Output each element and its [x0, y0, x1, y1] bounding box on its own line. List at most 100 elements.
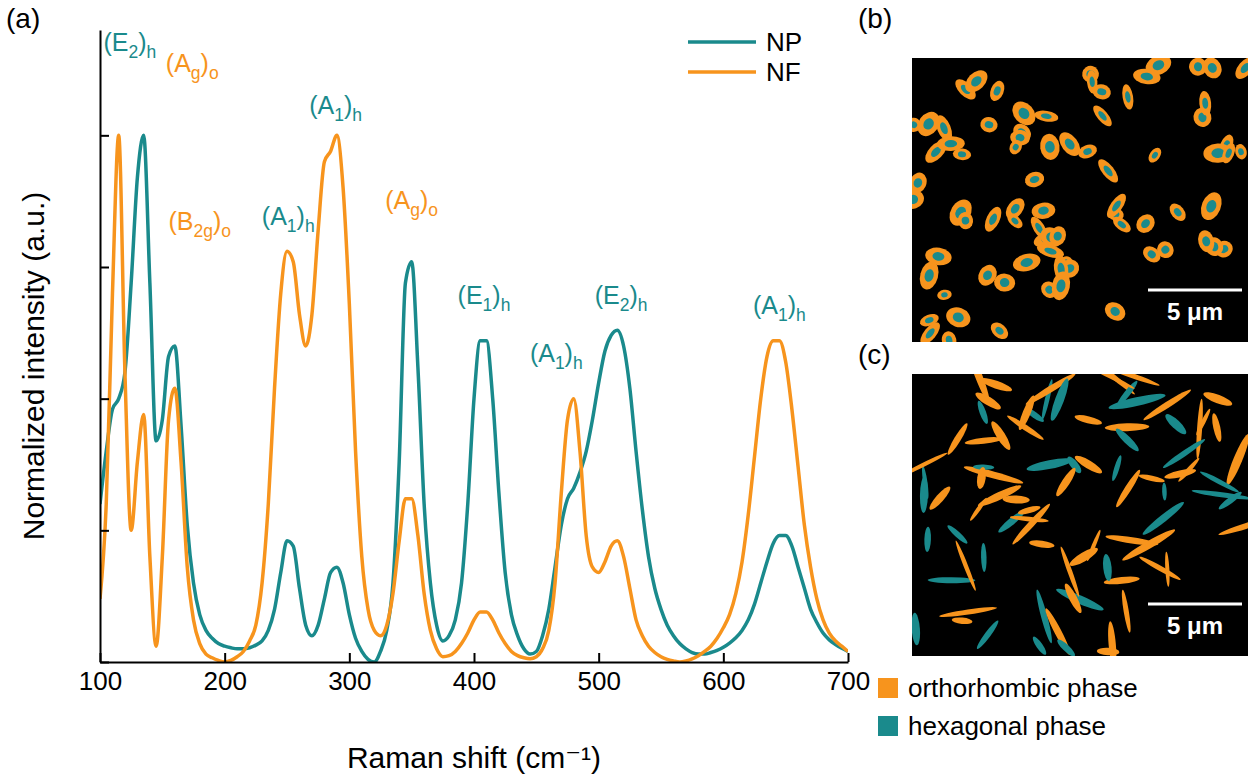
y-tick	[100, 530, 109, 531]
needle	[1068, 545, 1100, 569]
phase-swatch	[878, 678, 898, 698]
annotation-part: g	[410, 200, 420, 220]
annotation-part: (A	[753, 291, 778, 319]
particle	[1095, 156, 1122, 185]
annotation-part: o	[428, 200, 438, 220]
needle	[1202, 390, 1234, 409]
annotation-part: h	[796, 305, 806, 325]
particle-shell	[1023, 170, 1046, 190]
particle-shell	[1220, 141, 1238, 165]
particle-core	[1151, 58, 1166, 72]
x-tick-label: 700	[827, 666, 870, 696]
particle	[1234, 143, 1248, 161]
micrograph	[912, 58, 1248, 342]
needle	[976, 466, 988, 489]
needle	[946, 523, 970, 545]
spectrum-line	[100, 135, 848, 662]
needle	[927, 484, 953, 512]
particle-shell	[1076, 142, 1099, 161]
particle-core	[1038, 206, 1050, 215]
scale-bar	[1148, 289, 1242, 292]
particle-shell	[1197, 189, 1226, 223]
peak-label: (Ag)o	[385, 186, 438, 220]
particle-core	[1193, 62, 1202, 72]
peak-label: (E1)h	[458, 281, 511, 315]
annotation-part: 1	[555, 353, 565, 373]
particle-shell	[924, 246, 953, 267]
particle	[1011, 251, 1042, 275]
particle	[1199, 58, 1225, 82]
needle	[1073, 453, 1104, 476]
needle	[1217, 490, 1243, 512]
annotation-part: )	[788, 291, 796, 319]
particle	[1121, 83, 1135, 110]
particle-core	[951, 311, 965, 324]
annotation-part: (E	[104, 28, 129, 56]
peak-label: (A1)h	[262, 202, 315, 236]
micrograph	[912, 374, 1248, 656]
particle-core	[1009, 202, 1021, 215]
particle-shell	[1091, 82, 1112, 101]
needle	[1161, 437, 1206, 470]
y-tick-mark	[100, 267, 109, 269]
needle	[964, 436, 1002, 446]
annotation-part: h	[638, 295, 648, 315]
needle	[1114, 468, 1143, 509]
particle	[1076, 142, 1099, 161]
x-tick-label: 600	[702, 666, 745, 696]
needle	[1199, 469, 1240, 494]
legend: NPNF	[688, 27, 802, 87]
needle	[1097, 647, 1120, 656]
annotation-part: 1	[778, 305, 788, 325]
figure: (a)100200300400500600700Raman shift (cm⁻…	[0, 0, 1256, 784]
particle	[1103, 191, 1129, 221]
needle	[1105, 533, 1159, 547]
phase-legend-label: orthorhombic phase	[908, 673, 1138, 703]
needle	[1210, 412, 1223, 442]
particle-core	[1044, 140, 1055, 153]
needle	[1140, 499, 1186, 537]
particle-shell	[1033, 109, 1059, 123]
x-tick-label: 400	[453, 666, 496, 696]
particle-core	[939, 121, 950, 135]
annotation-part: h	[501, 295, 511, 315]
particle-core	[961, 216, 970, 225]
annotation-part: h	[147, 42, 157, 62]
particle-shell	[917, 319, 943, 342]
particle-core	[1089, 76, 1095, 87]
needle	[1105, 423, 1150, 432]
particle-core	[1202, 97, 1209, 109]
particle-core	[988, 212, 999, 226]
particle-shell	[1132, 67, 1161, 86]
particle	[1198, 90, 1212, 116]
needle	[951, 617, 972, 625]
particle-core	[1010, 216, 1019, 225]
scale-bar	[1148, 603, 1242, 606]
particle-shell	[1121, 83, 1135, 110]
particle-shell	[1154, 238, 1177, 261]
particle	[1197, 189, 1226, 223]
needle	[1006, 413, 1046, 442]
x-tick: 300	[328, 653, 371, 696]
x-tick: 200	[203, 653, 246, 696]
particle	[1133, 211, 1159, 237]
particle	[1046, 224, 1068, 249]
particle-shell	[913, 108, 944, 141]
annotation-part: 1	[334, 105, 344, 125]
micrograph-particles	[912, 374, 1248, 656]
particle	[1132, 67, 1161, 86]
particle-shell	[1166, 200, 1189, 224]
particle	[1110, 214, 1133, 236]
needle	[920, 476, 929, 513]
annotation-part: 1	[483, 295, 493, 315]
particle	[961, 66, 992, 97]
particle	[1050, 270, 1073, 302]
y-tick	[100, 135, 109, 136]
annotation-part: )	[213, 207, 221, 235]
particle	[917, 319, 943, 342]
particle	[913, 108, 944, 141]
needle	[1048, 377, 1072, 422]
x-tick: 700	[827, 653, 870, 696]
annotation-part: (A	[166, 49, 191, 77]
annotation-part: 2	[620, 295, 630, 315]
